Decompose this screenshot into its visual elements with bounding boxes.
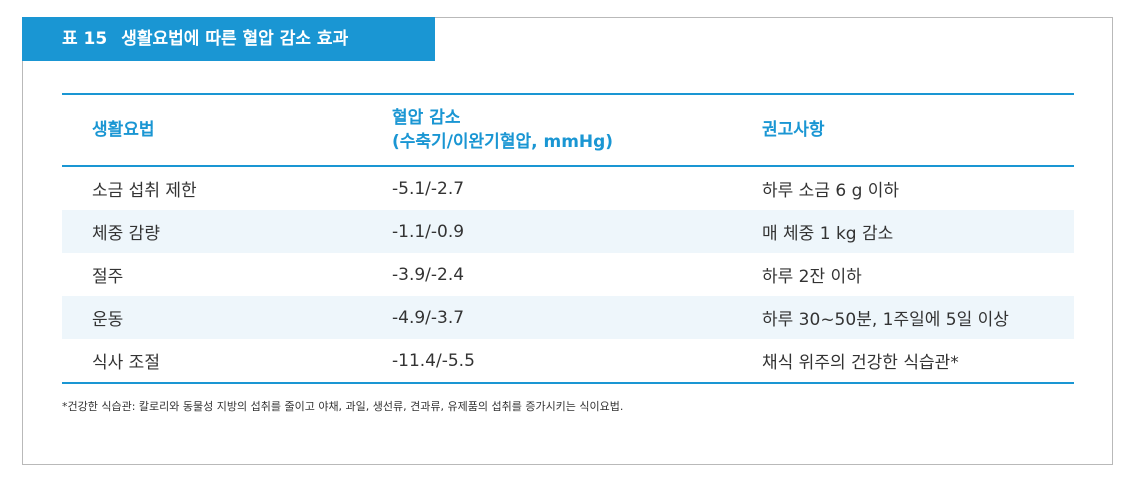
footnote: *건강한 식습관: 칼로리와 동물성 지방의 섭취를 줄이고 야채, 과일, 생…	[62, 400, 624, 413]
cell-bp: -4.9/-3.7	[392, 307, 465, 328]
header-bp-reduction-line1: 혈압 감소	[392, 108, 461, 128]
cell-bp: -11.4/-5.5	[392, 350, 475, 371]
cell-recommendation: 하루 소금 6 g 이하	[762, 181, 900, 201]
cell-bp: -1.1/-0.9	[392, 221, 465, 242]
header-lifestyle: 생활요법	[92, 120, 155, 140]
cell-recommendation: 매 체중 1 kg 감소	[762, 224, 894, 244]
header-recommendation: 권고사항	[762, 120, 825, 140]
cell-lifestyle: 식사 조절	[92, 353, 160, 373]
cell-bp: -5.1/-2.7	[392, 178, 465, 199]
table-top-rule	[62, 93, 1074, 95]
table-row: 식사 조절 -11.4/-5.5 채식 위주의 건강한 식습관*	[62, 339, 1074, 382]
header-bp-reduction-line2: (수축기/이완기혈압, mmHg)	[392, 132, 614, 152]
data-table: 생활요법 혈압 감소 (수축기/이완기혈압, mmHg) 권고사항 소금 섭취 …	[62, 93, 1074, 384]
cell-recommendation: 하루 2잔 이하	[762, 267, 862, 287]
cell-recommendation: 채식 위주의 건강한 식습관*	[762, 353, 959, 373]
cell-lifestyle: 운동	[92, 310, 124, 330]
cell-lifestyle: 소금 섭취 제한	[92, 181, 197, 201]
table-row: 체중 감량 -1.1/-0.9 매 체중 1 kg 감소	[62, 210, 1074, 253]
figure-frame	[22, 17, 1113, 465]
table-row: 절주 -3.9/-2.4 하루 2잔 이하	[62, 253, 1074, 296]
table-row: 소금 섭취 제한 -5.1/-2.7 하루 소금 6 g 이하	[62, 167, 1074, 210]
cell-lifestyle: 절주	[92, 267, 124, 287]
table-bottom-rule	[62, 382, 1074, 384]
table-header-rule	[62, 165, 1074, 167]
table-number: 표 15	[62, 29, 108, 49]
table-title-text: 생활요법에 따른 혈압 감소 효과	[121, 29, 349, 49]
table-row: 운동 -4.9/-3.7 하루 30~50분, 1주일에 5일 이상	[62, 296, 1074, 339]
table-header-row: 생활요법 혈압 감소 (수축기/이완기혈압, mmHg) 권고사항	[62, 95, 1074, 165]
cell-bp: -3.9/-2.4	[392, 264, 465, 285]
table-title: 표 15 생활요법에 따른 혈압 감소 효과	[22, 17, 435, 61]
header-bp-reduction: 혈압 감소 (수축기/이완기혈압, mmHg)	[392, 106, 762, 154]
cell-recommendation: 하루 30~50분, 1주일에 5일 이상	[762, 310, 1009, 330]
cell-lifestyle: 체중 감량	[92, 224, 160, 244]
